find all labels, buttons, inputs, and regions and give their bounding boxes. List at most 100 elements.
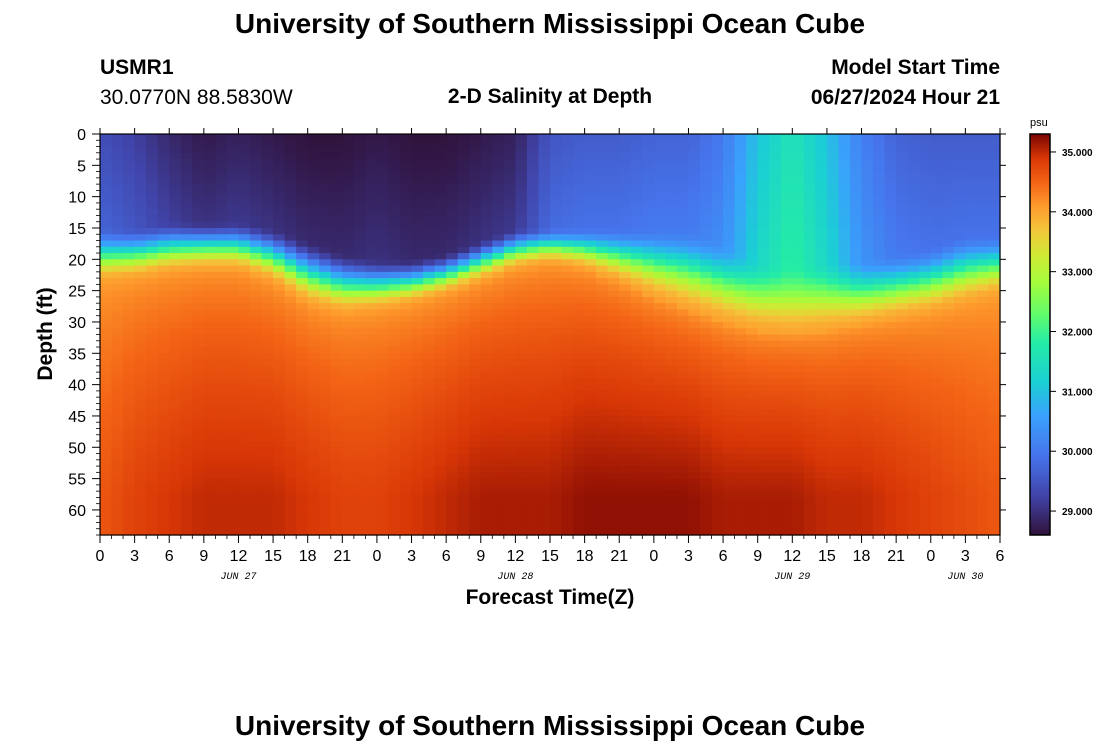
heatmap-cell <box>838 347 851 354</box>
heatmap-cell <box>873 434 886 442</box>
heatmap-cell <box>411 159 424 166</box>
heatmap-cell <box>146 403 159 411</box>
heatmap-cell <box>203 447 216 455</box>
heatmap-cell <box>723 484 736 492</box>
heatmap-cell <box>630 146 643 154</box>
heatmap-cell <box>976 240 990 248</box>
heatmap-cell <box>619 491 632 499</box>
heatmap-cell <box>434 409 447 417</box>
heatmap-cell <box>307 328 320 336</box>
heatmap-cell <box>838 234 851 242</box>
heatmap-cell <box>492 503 505 511</box>
heatmap-cell <box>111 397 124 405</box>
heatmap-cell <box>711 428 724 436</box>
heatmap-cell <box>861 215 874 223</box>
heatmap-cell <box>861 303 874 311</box>
heatmap-cell <box>665 134 678 141</box>
heatmap-cell <box>596 403 609 411</box>
heatmap-cell <box>515 447 528 455</box>
heatmap-cell <box>596 227 609 235</box>
heatmap-cell <box>538 472 551 480</box>
heatmap-cell <box>492 221 505 229</box>
heatmap-cell <box>400 321 413 329</box>
heatmap-cell <box>723 428 736 436</box>
heatmap-cell <box>503 190 516 198</box>
heatmap-cell <box>180 184 193 191</box>
heatmap-cell <box>584 296 597 304</box>
heatmap-cell <box>284 190 297 198</box>
heatmap-cell <box>550 447 563 455</box>
heatmap-cell <box>792 303 805 311</box>
heatmap-cell <box>550 140 563 148</box>
heatmap-cell <box>700 321 713 329</box>
heatmap-cell <box>723 403 736 411</box>
heatmap-cell <box>965 303 978 311</box>
heatmap-cell <box>261 428 274 436</box>
heatmap-cell <box>342 146 355 154</box>
heatmap-cell <box>850 422 863 430</box>
heatmap-cell <box>169 528 182 536</box>
heatmap-cell <box>942 528 955 536</box>
heatmap-cell <box>734 478 747 486</box>
heatmap-cell <box>907 290 920 298</box>
heatmap-cell <box>988 284 1001 292</box>
heatmap-cell <box>942 321 955 329</box>
heatmap-cell <box>861 234 874 242</box>
heatmap-cell <box>411 484 424 492</box>
heatmap-cell <box>850 503 863 511</box>
heatmap-cell <box>584 472 597 480</box>
heatmap-cell <box>526 528 540 536</box>
heatmap-cell <box>319 190 332 198</box>
heatmap-cell <box>469 453 482 461</box>
heatmap-cell <box>884 140 897 148</box>
heatmap-cell <box>503 334 516 342</box>
heatmap-cell <box>573 328 586 336</box>
heatmap-cell <box>850 484 863 492</box>
heatmap-cell <box>134 409 147 417</box>
heatmap-cell <box>711 378 724 386</box>
heatmap-cell <box>365 202 378 210</box>
heatmap-cell <box>596 353 609 361</box>
heatmap-cell <box>180 478 193 486</box>
heatmap-cell <box>365 190 378 198</box>
heatmap-cell <box>942 359 955 367</box>
heatmap-cell <box>261 334 274 342</box>
heatmap-cell <box>653 190 666 198</box>
heatmap-cell <box>942 390 955 398</box>
heatmap-cell <box>457 528 470 536</box>
heatmap-cell <box>803 516 816 524</box>
heatmap-cell <box>665 340 678 348</box>
heatmap-cell <box>746 246 759 254</box>
heatmap-cell <box>307 459 320 467</box>
heatmap-cell <box>515 177 528 185</box>
heatmap-cell <box>411 522 424 530</box>
heatmap-cell <box>296 140 309 148</box>
heatmap-cell <box>757 516 770 524</box>
heatmap-cell <box>400 202 413 210</box>
heatmap-cell <box>907 165 920 173</box>
heatmap-cell <box>573 152 586 160</box>
heatmap-cell <box>157 227 170 235</box>
heatmap-cell <box>930 328 943 336</box>
heatmap-cell <box>976 152 990 160</box>
heatmap-cell <box>573 390 586 398</box>
heatmap-cell <box>111 278 124 285</box>
heatmap-cell <box>388 509 401 517</box>
heatmap-cell <box>850 491 863 499</box>
heatmap-cell <box>688 384 701 392</box>
heatmap-cell <box>434 422 447 430</box>
heatmap-cell <box>376 240 390 248</box>
heatmap-cell <box>550 359 563 367</box>
heatmap-cell <box>423 215 436 223</box>
heatmap-cell <box>457 246 470 254</box>
heatmap-cell <box>676 353 690 361</box>
heatmap-cell <box>457 359 470 367</box>
heatmap-cell <box>353 190 366 198</box>
heatmap-cell <box>884 328 897 336</box>
heatmap-cell <box>676 202 690 210</box>
heatmap-cell <box>734 159 747 166</box>
heatmap-cell <box>780 315 793 323</box>
heatmap-cell <box>653 472 666 480</box>
heatmap-cell <box>746 353 759 361</box>
heatmap-cell <box>838 152 851 160</box>
